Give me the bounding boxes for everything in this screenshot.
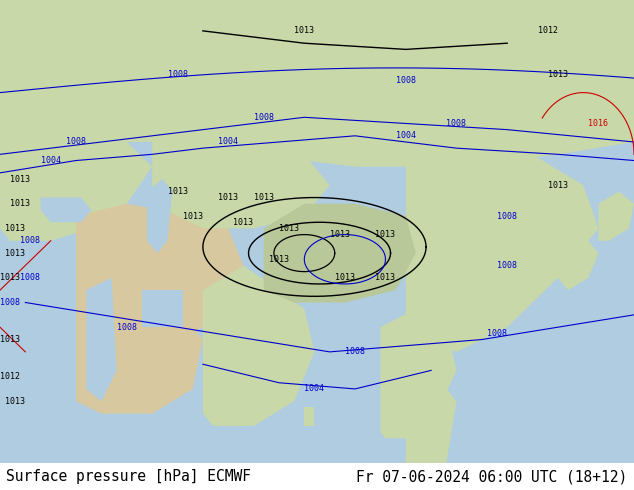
Text: 1004: 1004 (396, 131, 416, 140)
Polygon shape (304, 408, 314, 426)
Polygon shape (147, 179, 172, 253)
Text: 1004: 1004 (218, 138, 238, 147)
Polygon shape (0, 0, 634, 167)
Text: 1004: 1004 (304, 385, 325, 393)
Text: 1008: 1008 (0, 298, 20, 307)
Text: 1013: 1013 (294, 26, 314, 35)
Polygon shape (380, 309, 456, 439)
Polygon shape (538, 204, 568, 266)
Polygon shape (41, 197, 91, 222)
Text: 1013: 1013 (375, 273, 396, 282)
Text: 1008: 1008 (254, 113, 274, 122)
Text: 1013: 1013 (279, 224, 299, 233)
Text: 1008: 1008 (345, 347, 365, 356)
Polygon shape (203, 266, 314, 426)
Text: 1013: 1013 (330, 230, 350, 239)
Text: 1008: 1008 (497, 212, 517, 220)
Polygon shape (0, 123, 152, 241)
Text: 1013: 1013 (5, 397, 25, 406)
Text: 1013: 1013 (269, 255, 289, 264)
Text: 1008: 1008 (167, 70, 188, 78)
Text: 1008: 1008 (396, 76, 416, 85)
Text: 1013: 1013 (218, 193, 238, 202)
Text: 1013: 1013 (10, 199, 30, 208)
Polygon shape (264, 204, 416, 302)
Text: 1013: 1013 (335, 273, 355, 282)
Text: 1008: 1008 (497, 261, 517, 270)
Text: 1008: 1008 (20, 273, 41, 282)
Polygon shape (152, 123, 330, 228)
Text: 1013: 1013 (548, 70, 568, 78)
Text: Surface pressure [hPa] ECMWF: Surface pressure [hPa] ECMWF (6, 469, 251, 484)
Text: 1008: 1008 (66, 138, 86, 147)
Text: 1004: 1004 (41, 156, 61, 165)
Text: 1013: 1013 (233, 218, 254, 227)
Text: 1008: 1008 (487, 329, 507, 338)
Text: 1008: 1008 (20, 236, 41, 245)
Text: 1008: 1008 (117, 323, 137, 332)
Polygon shape (142, 290, 183, 327)
Polygon shape (406, 142, 598, 352)
Text: 1013: 1013 (167, 187, 188, 196)
Text: 1013: 1013 (0, 335, 20, 344)
Text: 1012: 1012 (0, 372, 20, 381)
Text: Fr 07-06-2024 06:00 UTC (18+12): Fr 07-06-2024 06:00 UTC (18+12) (356, 469, 628, 484)
Polygon shape (598, 192, 634, 241)
Text: 1013: 1013 (375, 230, 396, 239)
Polygon shape (558, 241, 598, 290)
Text: 1016: 1016 (588, 119, 609, 128)
Text: 1013: 1013 (183, 212, 203, 220)
Text: 1013: 1013 (10, 174, 30, 184)
Text: 1012: 1012 (538, 26, 558, 35)
Polygon shape (76, 290, 203, 414)
Polygon shape (76, 204, 243, 352)
Text: 1013: 1013 (548, 181, 568, 190)
Text: 1013: 1013 (254, 193, 274, 202)
Text: 1013: 1013 (0, 273, 20, 282)
Text: 1008: 1008 (446, 119, 467, 128)
Text: 1013: 1013 (5, 224, 25, 233)
Polygon shape (406, 377, 456, 463)
Text: 1013: 1013 (5, 248, 25, 258)
Polygon shape (86, 278, 117, 401)
